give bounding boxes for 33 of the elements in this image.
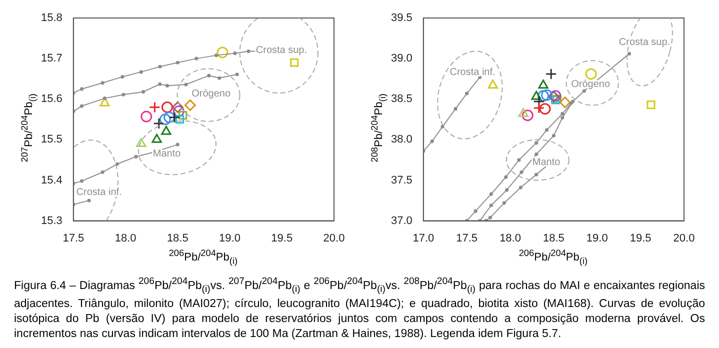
- annotation: Crosta sup.: [618, 36, 670, 48]
- annotation: Crosta sup.: [256, 45, 307, 56]
- text: Figura 6.4 – Diagramas $^{206}$Pb/$^{204}$Pb$_{(i)}$vs. $^{207}$Pb/$^{204}$Pb$_{(i)}$ e $^{206}$Pb/$^{204}$Pb$_{(i)}$vs. $^{208}$Pb/$^{204}$Pb$_{(i)}$ para rochas do MAI e encaixantes regionais adjacentes. Triângulo, milonito (MAI027); círculo, leucogranito (MAI194C); e quadrado, biotita xisto (MAI168). Curvas de evolução isotópica do Pb (versão IV) para modelo de reservatórios juntos com campos contendo a composição moderna provável. Os incrementos nas curvas indicam intervalos de 100 Ma (Zartman & Haines, 1988). Legenda idem Figura 5.7.: [14, 276, 705, 340]
- x-axis-title: $^{206}$Pb/$^{204}$Pb$_{(i)}$: [518, 248, 589, 266]
- y-tick-label: 15.5: [40, 134, 62, 146]
- x-tick-label: 19.0: [586, 232, 608, 244]
- x-tick-label: 19.0: [218, 232, 240, 244]
- x-tick-label: 18.0: [499, 232, 520, 244]
- x-tick-label: 20.0: [672, 232, 694, 244]
- y-tick-label: 15.6: [40, 93, 62, 106]
- y-tick-label: 37.0: [390, 214, 412, 227]
- x-tick-label: 18.5: [542, 232, 564, 244]
- y-tick-label: 15.4: [40, 174, 62, 186]
- x-tick-label: 19.5: [270, 232, 292, 244]
- y-tick-label: 15.3: [40, 214, 62, 227]
- annotation: Orógeno: [192, 88, 231, 100]
- x-tick-label: 17.0: [412, 232, 434, 244]
- y-tick-label: 39.5: [390, 12, 412, 24]
- x-tick-label: 18.5: [166, 232, 188, 244]
- x-tick-label: 19.5: [629, 232, 651, 244]
- y-tick-label: 37.5: [390, 174, 412, 186]
- x-tick-label: 17.5: [62, 232, 84, 244]
- y-tick-label: 39.0: [390, 52, 412, 65]
- y-tick-label: 15.8: [40, 12, 62, 24]
- y-tick-label: 38.0: [390, 134, 412, 146]
- annotation: Manto: [152, 148, 182, 160]
- x-tick-label: 20.0: [322, 232, 344, 244]
- y-tick-label: 38.5: [390, 93, 412, 106]
- x-tick-label: 18.0: [114, 232, 136, 244]
- x-axis-title: $^{206}$Pb/$^{204}$Pb$_{(i)}$: [168, 248, 239, 266]
- y-tick-label: 15.7: [40, 52, 62, 65]
- annotation: Crosta inf.: [450, 66, 496, 78]
- x-tick-label: 17.5: [456, 232, 478, 244]
